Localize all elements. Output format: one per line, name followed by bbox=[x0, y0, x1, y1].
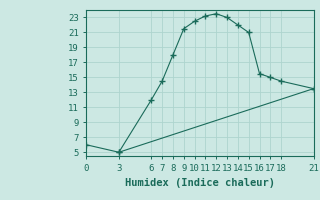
X-axis label: Humidex (Indice chaleur): Humidex (Indice chaleur) bbox=[125, 178, 275, 188]
